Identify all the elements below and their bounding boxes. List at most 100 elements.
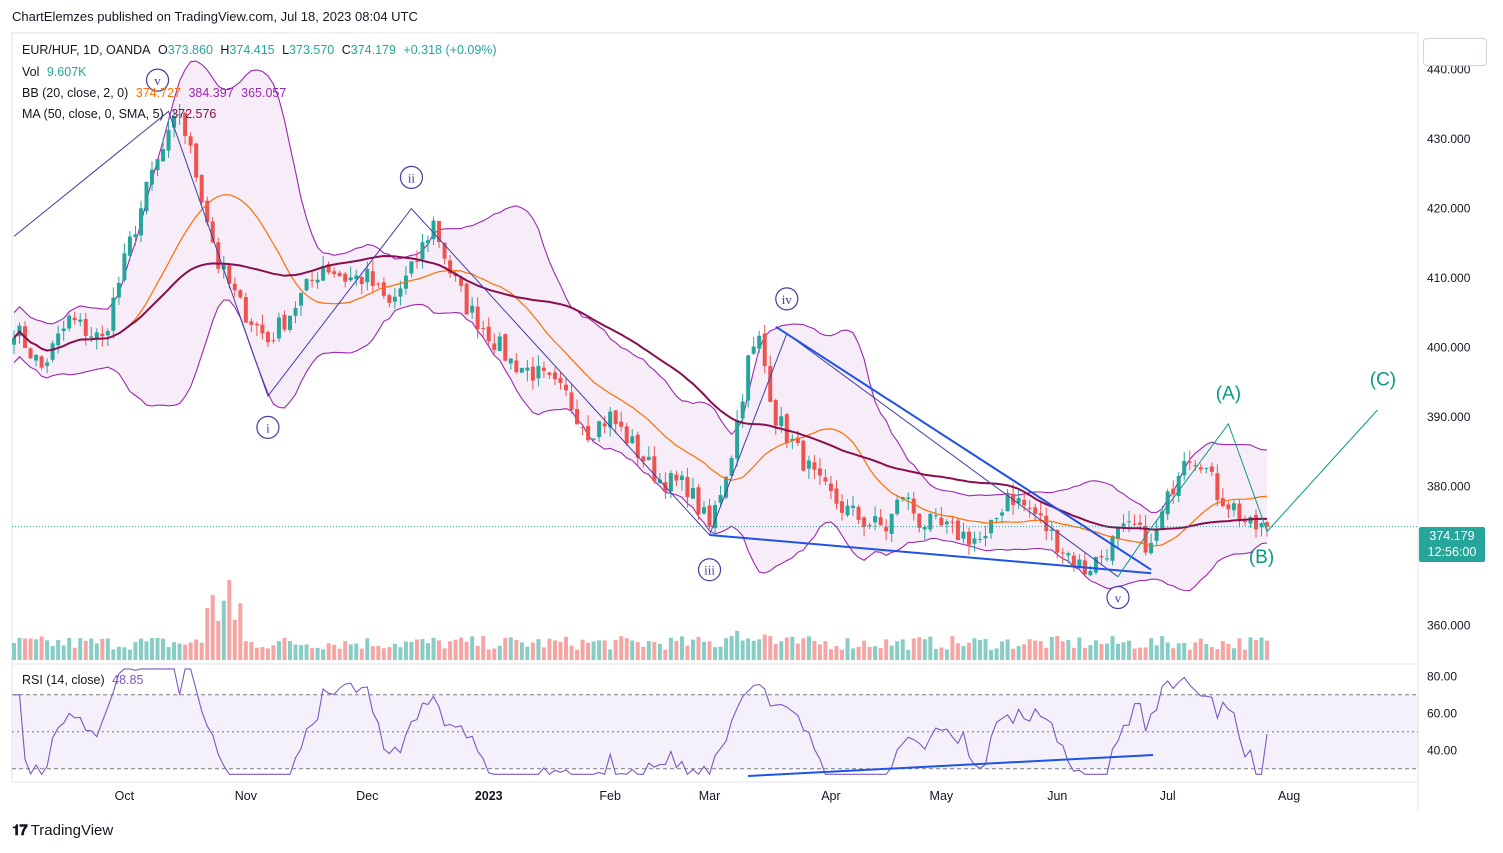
candle-body — [354, 275, 359, 279]
candle-body — [989, 519, 994, 534]
candle-body — [795, 437, 800, 443]
legend-symbol-row: EUR/HUF, 1D, OANDA O373.860 H374.415 L37… — [22, 43, 501, 57]
candle-body — [133, 234, 138, 237]
price-tick-label: 440.000 — [1427, 63, 1471, 77]
legend-bb-label[interactable]: BB (20, close, 2, 0) — [22, 86, 129, 100]
volume-bar — [873, 646, 878, 660]
candle-body — [72, 317, 77, 321]
candle-body — [1143, 525, 1148, 553]
volume-bar — [426, 643, 430, 660]
candle-body — [586, 426, 591, 441]
candle-body — [370, 271, 375, 286]
volume-bar — [972, 638, 977, 660]
volume-bar — [243, 641, 248, 660]
volume-bar — [1011, 648, 1016, 660]
candle-body — [365, 269, 370, 283]
candle-body — [12, 337, 16, 345]
candle-body — [243, 297, 248, 323]
volume-bar — [28, 638, 33, 660]
candle-body — [1176, 475, 1181, 496]
candle-body — [851, 505, 856, 508]
volume-bar — [690, 639, 695, 660]
candle-body — [961, 531, 966, 539]
volume-bar — [994, 648, 999, 660]
legend-open-label: O — [157, 43, 168, 57]
candle-body — [608, 411, 613, 428]
candle-body — [867, 524, 872, 526]
volume-bar — [260, 647, 265, 660]
legend-rsi-label[interactable]: RSI (14, close) — [22, 673, 105, 687]
chart-settings-box[interactable] — [1423, 38, 1487, 66]
volume-bar — [641, 646, 646, 660]
volume-bar — [1215, 649, 1220, 660]
volume-bar — [1138, 647, 1143, 660]
volume-bar — [354, 643, 359, 660]
candle-body — [1138, 522, 1143, 525]
volume-bar — [569, 645, 574, 660]
candle-body — [906, 497, 911, 499]
volume-bar — [1016, 645, 1021, 660]
wave-label-C: (C) — [1370, 370, 1396, 391]
volume-bar — [1231, 648, 1236, 660]
volume-bar — [359, 648, 364, 660]
candle-body — [1066, 553, 1071, 556]
candle-body — [100, 333, 105, 337]
rsi-tick-label: 80.00 — [1427, 669, 1457, 683]
volume-bar — [762, 634, 767, 660]
volume-bar — [519, 642, 524, 660]
candle-body — [89, 336, 94, 338]
volume-bar — [56, 640, 61, 660]
candle-body — [928, 513, 933, 530]
volume-bar — [933, 648, 938, 660]
volume-bar — [72, 647, 77, 660]
volume-bar — [895, 641, 900, 660]
legend-symbol[interactable]: EUR/HUF, 1D, OANDA — [22, 43, 151, 57]
candle-body — [806, 460, 811, 469]
candle-body — [1248, 517, 1253, 524]
volume-bar — [398, 647, 403, 660]
volume-bar — [89, 638, 94, 660]
candle-body — [828, 483, 833, 491]
volume-bar — [409, 641, 414, 660]
volume-bar — [1060, 641, 1065, 660]
candle-body — [536, 365, 541, 379]
candle-body — [624, 426, 629, 444]
legend-close-label: C — [341, 43, 351, 57]
candle-body — [161, 149, 166, 162]
candle-body — [1088, 570, 1093, 576]
candle-body — [508, 358, 513, 364]
volume-bar — [950, 636, 955, 660]
candle-body — [1165, 491, 1170, 515]
volume-bar — [514, 639, 519, 660]
volume-bar — [580, 639, 585, 660]
volume-bar — [332, 644, 337, 660]
wave-label-top: v — [154, 73, 161, 88]
volume-bar — [713, 647, 718, 660]
candle-body — [293, 308, 298, 316]
candle-body — [321, 266, 326, 281]
candle-body — [834, 488, 839, 504]
legend-bb-upper: 384.397 — [188, 86, 234, 100]
candle-body — [1005, 494, 1010, 512]
candle-body — [955, 520, 960, 540]
legend-vol-label[interactable]: Vol — [22, 65, 40, 79]
volume-bar — [768, 636, 773, 660]
price-tick-label: 380.000 — [1427, 479, 1471, 493]
candle-body — [481, 328, 486, 330]
candle-body — [652, 456, 657, 481]
candle-body — [911, 498, 916, 514]
volume-bar — [282, 637, 287, 660]
candle-body — [696, 487, 701, 515]
candle-body — [1104, 558, 1109, 560]
candle-body — [862, 517, 867, 528]
candle-body — [116, 282, 121, 298]
candle-body — [1027, 507, 1032, 509]
tradingview-logo[interactable]: 𝟏𝟕 TradingView — [12, 822, 113, 839]
volume-bar — [194, 639, 199, 660]
candle-body — [707, 505, 712, 527]
legend-ma-label[interactable]: MA (50, close, 0, SMA, 5) — [22, 107, 164, 121]
volume-bar — [304, 644, 309, 660]
volume-bar — [105, 638, 110, 660]
volume-bar — [1209, 647, 1214, 660]
